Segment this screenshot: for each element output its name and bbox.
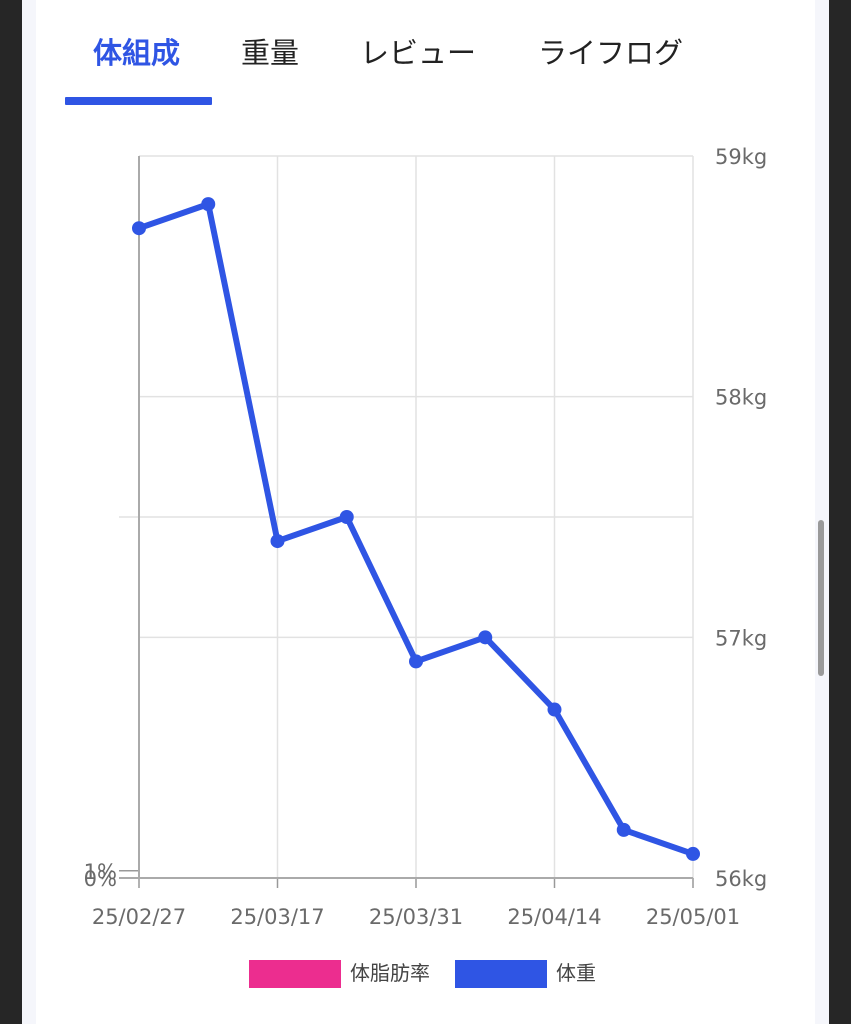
tab-body-composition[interactable]: 体組成 xyxy=(93,36,181,70)
weight-data-point xyxy=(686,846,700,861)
weight-data-point xyxy=(478,630,493,645)
weight-data-point xyxy=(132,221,146,236)
x-tick-label: 25/05/01 xyxy=(646,905,740,929)
chart-card: 体組成 重量 レビュー ライフログ 25/02/27 25/03/17 25/03/… xyxy=(36,0,815,1024)
y-right-tick-label: 56kg xyxy=(715,867,767,891)
tab-lifelog[interactable]: ライフログ xyxy=(538,36,684,70)
y-right-tick-label: 59kg xyxy=(715,145,767,169)
x-tick-label: 25/02/27 xyxy=(92,905,186,929)
legend-label-weight: 体重 xyxy=(556,961,596,985)
weight-data-point xyxy=(409,654,423,669)
weight-data-point xyxy=(270,534,285,549)
y-left-tick-label: 1% xyxy=(84,860,117,884)
y-right-tick-label: 58kg xyxy=(715,386,767,410)
x-tick-label: 25/03/17 xyxy=(230,905,324,929)
tab-bar: 体組成 重量 レビュー ライフログ xyxy=(36,0,815,110)
weight-line-chart: 25/02/27 25/03/17 25/03/31 25/04/14 25/05/01… xyxy=(84,145,768,929)
x-tick-label: 25/03/31 xyxy=(369,905,463,929)
legend-swatch-body-fat[interactable] xyxy=(249,960,341,988)
y-right-tick-label: 57kg xyxy=(715,626,767,650)
y-left-tick-label: 0% xyxy=(84,867,117,891)
active-tab-indicator xyxy=(65,97,212,105)
weight-data-point xyxy=(547,702,562,717)
weight-data-point xyxy=(339,510,354,524)
tab-review[interactable]: レビュー xyxy=(360,36,477,70)
left-frame xyxy=(0,0,22,1024)
scrollbar-thumb[interactable] xyxy=(818,520,824,676)
legend-label-body-fat: 体脂肪率 xyxy=(350,961,430,985)
weight-data-point xyxy=(201,197,216,212)
right-frame xyxy=(829,0,851,1024)
chart-legend: 体脂肪率 体重 xyxy=(36,955,815,991)
tab-weight[interactable]: 重量 xyxy=(241,36,300,70)
weight-data-point xyxy=(616,822,631,837)
legend-swatch-weight[interactable] xyxy=(455,960,547,988)
x-tick-label: 25/04/14 xyxy=(507,905,601,929)
